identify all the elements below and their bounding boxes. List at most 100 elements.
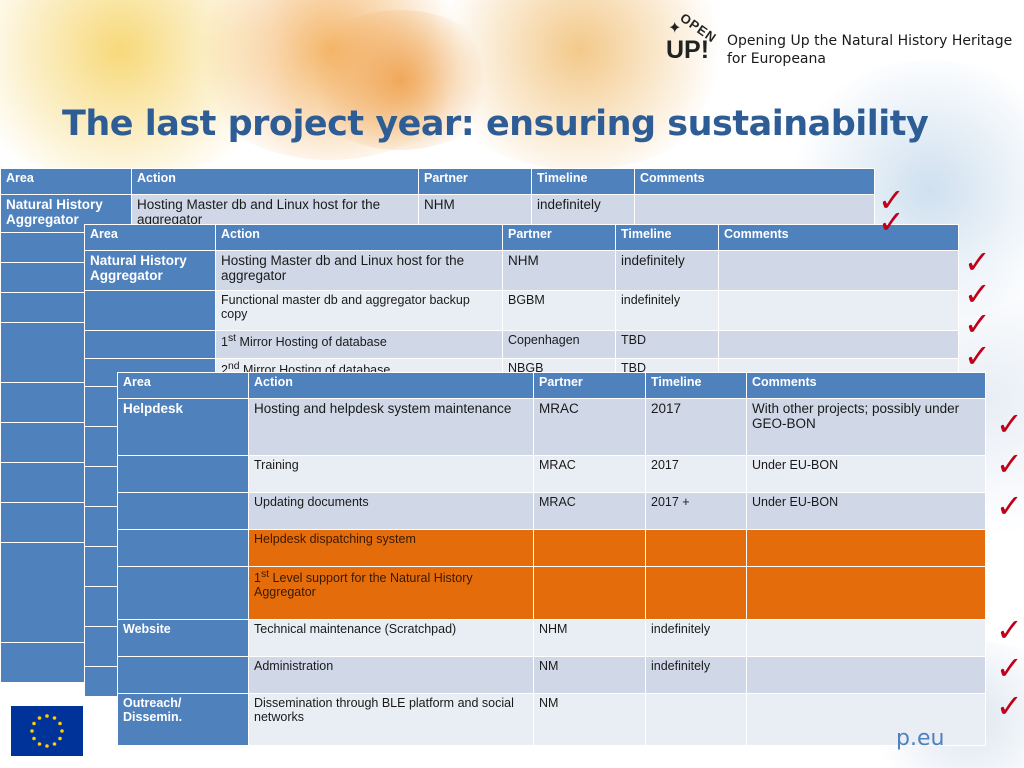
header-action: Action — [248, 372, 534, 399]
cell-partner: MRAC — [533, 455, 646, 493]
table-header-row: Area Action Partner Timeline Comments — [117, 372, 986, 399]
action-text: Mirror Hosting of database — [236, 335, 387, 350]
cell-comments: With other projects; possibly under GEO-… — [746, 398, 986, 456]
cell-partner: MRAC — [533, 492, 646, 530]
check-icon: ✓ — [878, 203, 905, 241]
table-row: 1st Mirror Hosting of database Copenhage… — [84, 330, 959, 359]
ordinal-number: 1 — [254, 571, 261, 586]
cell-action: Updating documents — [248, 492, 534, 530]
cell-timeline: 2017 — [645, 398, 747, 456]
cell-timeline: indefinitely — [645, 619, 747, 657]
cell-area — [117, 566, 249, 620]
cell-partner — [533, 529, 646, 567]
table-row: Website Technical maintenance (Scratchpa… — [117, 619, 986, 657]
cell-area: Helpdesk — [117, 398, 249, 456]
cell-comments — [746, 693, 986, 746]
table-row: Outreach/ Dissemin. Dissemination throug… — [117, 693, 986, 746]
check-icon: ✓ — [996, 405, 1023, 443]
check-icon: ✓ — [996, 687, 1023, 725]
header-comments: Comments — [718, 224, 959, 251]
cell-timeline: 2017 — [645, 455, 747, 493]
header-partner: Partner — [502, 224, 616, 251]
header-area: Area — [117, 372, 249, 399]
ordinal-suffix: nd — [227, 361, 240, 372]
cell-timeline: 2017 + — [645, 492, 747, 530]
cell-action: Dissemination through BLE platform and s… — [248, 693, 534, 746]
cell-area: Outreach/ Dissemin. — [117, 693, 249, 746]
cell-comments — [718, 250, 959, 291]
cell-action: Training — [248, 455, 534, 493]
check-icon: ✓ — [996, 445, 1023, 483]
cell-partner: NHM — [533, 619, 646, 657]
header-timeline: Timeline — [645, 372, 747, 399]
header-comments: Comments — [746, 372, 986, 399]
header-action: Action — [131, 168, 419, 195]
header-timeline: Timeline — [615, 224, 719, 251]
cell-comments: Under EU-BON — [746, 492, 986, 530]
cell-timeline — [645, 529, 747, 567]
table-row: Updating documents MRAC 2017 + Under EU-… — [117, 492, 986, 530]
footer-site: p.eu — [896, 726, 945, 751]
cell-area — [117, 656, 249, 694]
ordinal-number: 2 — [221, 363, 228, 378]
cell-timeline: indefinitely — [645, 656, 747, 694]
cell-area — [117, 455, 249, 493]
check-icon: ✓ — [996, 611, 1023, 649]
cell-timeline: indefinitely — [615, 290, 719, 331]
header-area: Area — [0, 168, 132, 195]
table-row-highlighted: Helpdesk dispatching system — [117, 529, 986, 567]
header-comments: Comments — [634, 168, 875, 195]
check-icon: ✓ — [996, 487, 1023, 525]
cell-partner: NM — [533, 656, 646, 694]
cell-area — [117, 529, 249, 567]
cell-comments — [746, 656, 986, 694]
cell-action: Hosting Master db and Linux host for the… — [215, 250, 503, 291]
table-header-row: Area Action Partner Timeline Comments — [84, 224, 959, 251]
cell-timeline — [645, 566, 747, 620]
slide-title: The last project year: ensuring sustaina… — [62, 104, 929, 144]
table-row: Administration NM indefinitely — [117, 656, 986, 694]
cell-partner: MRAC — [533, 398, 646, 456]
check-icon: ✓ — [964, 337, 991, 375]
openup-logo: ✦ OPEN UP! Opening Up the Natural Histor… — [664, 10, 1014, 74]
cell-area: Natural History Aggregator — [84, 250, 216, 291]
header-timeline: Timeline — [531, 168, 635, 195]
eu-stars-icon — [30, 714, 64, 748]
cell-action: Hosting and helpdesk system maintenance — [248, 398, 534, 456]
cell-action: Administration — [248, 656, 534, 694]
cell-action: 1st Mirror Hosting of database — [215, 330, 503, 359]
cell-action: Technical maintenance (Scratchpad) — [248, 619, 534, 657]
table-helpdesk: Area Action Partner Timeline Comments He… — [117, 372, 986, 746]
eu-flag-icon — [11, 706, 83, 756]
cell-action: Helpdesk dispatching system — [248, 529, 534, 567]
bird-icon: ✦ — [668, 20, 682, 37]
cell-comments — [746, 529, 986, 567]
check-icon: ✓ — [964, 305, 991, 343]
cell-area: Website — [117, 619, 249, 657]
ordinal-suffix: st — [227, 333, 237, 344]
ordinal-number: 1 — [221, 335, 228, 350]
action-text: Level support for the Natural History Ag… — [254, 571, 473, 600]
check-icon: ✓ — [878, 181, 905, 219]
cell-area — [117, 492, 249, 530]
table-row: Helpdesk Hosting and helpdesk system mai… — [117, 398, 986, 456]
cell-partner: Copenhagen — [502, 330, 616, 359]
cell-area — [84, 330, 216, 359]
cell-area: Natural History Aggregator — [0, 194, 132, 233]
logo-tagline-line1: Opening Up the Natural History Heritage — [727, 33, 1013, 49]
cell-partner: BGBM — [502, 290, 616, 331]
logo-up-text: UP! — [666, 36, 710, 64]
table-row-highlighted: 1st Level support for the Natural Histor… — [117, 566, 986, 620]
cell-comments — [718, 290, 959, 331]
cell-comments — [746, 619, 986, 657]
cell-timeline: TBD — [615, 330, 719, 359]
cell-comments: Under EU-BON — [746, 455, 986, 493]
cell-action: 1st Level support for the Natural Histor… — [248, 566, 534, 620]
cell-action: Functional master db and aggregator back… — [215, 290, 503, 331]
header-partner: Partner — [418, 168, 532, 195]
check-icon: ✓ — [964, 243, 991, 281]
cell-partner: NHM — [502, 250, 616, 291]
ordinal-suffix: st — [260, 569, 270, 580]
header-action: Action — [215, 224, 503, 251]
header-partner: Partner — [533, 372, 646, 399]
